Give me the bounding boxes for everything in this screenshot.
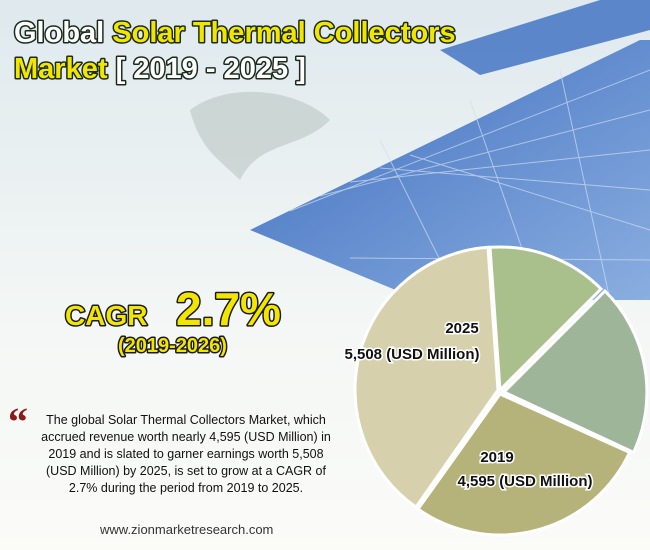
title-part: [ 2019 - 2025 ] xyxy=(116,53,306,85)
pie-label-value: 5,508 (USD Million) xyxy=(344,346,479,363)
pie-slice xyxy=(415,392,632,537)
description: The global Solar Thermal Collectors Mark… xyxy=(41,413,331,495)
pie-slice xyxy=(488,245,604,394)
pie-label-value: 4,595 (USD Million) xyxy=(457,473,592,490)
map-decoration xyxy=(190,91,330,180)
pie-label-year: 2019 xyxy=(480,449,513,466)
title: Market [ 2019 - 2025 ] xyxy=(14,53,306,85)
cagr-period: (2019-2026) xyxy=(118,335,227,357)
pie-slice xyxy=(501,288,649,455)
title-part: Market xyxy=(14,53,108,85)
pie-chart xyxy=(353,245,649,537)
solar-panel xyxy=(440,0,650,75)
title-part: Global xyxy=(14,17,104,49)
pie-slice xyxy=(353,245,500,510)
pie-label-year: 2025 xyxy=(445,320,478,337)
cagr-value: 2.7% xyxy=(176,283,281,335)
quote-mark: “ xyxy=(8,399,28,444)
cagr-label: CAGR xyxy=(65,300,147,331)
solar-panel xyxy=(250,40,650,300)
title: Global Solar Thermal Collectors xyxy=(14,17,456,49)
footer: www.zionmarketresearch.com xyxy=(100,522,274,537)
panel-grid xyxy=(289,69,650,301)
title-part: Solar Thermal Collectors xyxy=(112,17,455,49)
